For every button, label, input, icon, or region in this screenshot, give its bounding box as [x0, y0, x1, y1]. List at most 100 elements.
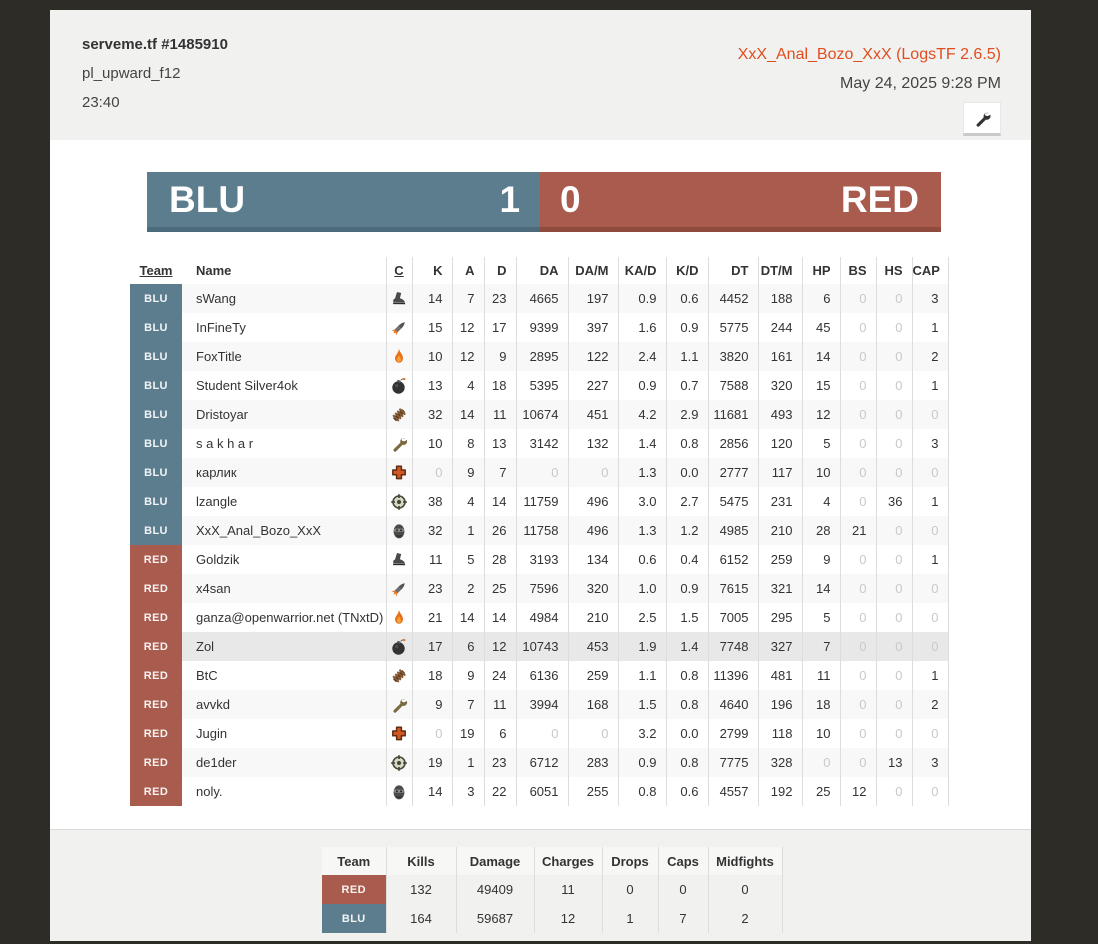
stat-cell: 0.9 — [665, 313, 708, 342]
col-header-name[interactable]: Name — [196, 263, 232, 278]
player-name[interactable]: Goldzik — [196, 552, 240, 567]
team-badge: BLU — [130, 458, 182, 487]
stat-cell: 244 — [757, 313, 802, 342]
stat-cell: 11758 — [515, 516, 568, 545]
player-name[interactable]: карлик — [196, 465, 237, 480]
stat-cell: 32 — [411, 400, 452, 429]
player-name[interactable]: lzangle — [196, 494, 238, 509]
col-header-da[interactable]: DA — [515, 257, 568, 284]
stat-cell: 0 — [875, 545, 912, 574]
soldier-icon — [390, 580, 408, 598]
col-header-hp[interactable]: HP — [801, 257, 840, 284]
player-name[interactable]: XxX_Anal_Bozo_XxX — [196, 523, 322, 538]
sniper-icon — [390, 493, 408, 511]
stat-cell: 36 — [875, 487, 912, 516]
stat-cell: 0 — [515, 719, 568, 748]
stat-cell: 9 — [451, 661, 484, 690]
col-header-team[interactable]: Team — [139, 263, 173, 278]
player-name[interactable]: avvkd — [196, 697, 230, 712]
col-header-cap[interactable]: CAP — [911, 257, 949, 284]
player-row: BLU карлик 0 9 7 0 0 1.3 0.0 2777 117 10 0 0 0 — [130, 458, 949, 487]
stat-cell: 4452 — [707, 284, 758, 313]
log-main: BLU 1 0 RED Team Name C K A D DA DA/M KA/D K/D DT D… — [50, 140, 1031, 829]
player-name[interactable]: Jugin — [196, 726, 228, 741]
stat-cell: 493 — [757, 400, 802, 429]
player-name[interactable]: FoxTitle — [196, 349, 242, 364]
player-name[interactable]: s a k h a r — [196, 436, 254, 451]
stat-cell: 5395 — [515, 371, 568, 400]
player-name[interactable]: Student Silver4ok — [196, 378, 298, 393]
stat-cell: 0.9 — [617, 284, 666, 313]
scout-icon — [390, 290, 408, 308]
player-row: RED ganza@openwarrior.net (TNxtD) 21 14 14 49… — [130, 603, 949, 632]
stat-cell: 4 — [451, 371, 484, 400]
player-name[interactable]: Dristoyar — [196, 407, 249, 422]
stat-cell: 3820 — [707, 342, 758, 371]
stat-cell: 0 — [567, 719, 618, 748]
stat-cell: 0 — [911, 400, 949, 429]
log-title-link[interactable]: XxX_Anal_Bozo_XxX (LogsTF 2.6.5) — [737, 46, 1001, 63]
team-badge: BLU — [130, 284, 182, 313]
stat-cell: 15 — [801, 371, 840, 400]
stat-cell: 0 — [875, 400, 912, 429]
stat-cell: 23 — [411, 574, 452, 603]
col-header-c[interactable]: C — [385, 257, 412, 284]
team-badge: BLU — [130, 487, 182, 516]
player-name[interactable]: sWang — [196, 291, 236, 306]
col-header-hs[interactable]: HS — [875, 257, 912, 284]
stat-cell: 24 — [483, 661, 516, 690]
player-name[interactable]: noly. — [196, 784, 223, 799]
demoman-icon — [390, 377, 408, 395]
col-header-da-m[interactable]: DA/M — [567, 257, 618, 284]
stat-cell: 320 — [757, 371, 802, 400]
stat-cell: 0 — [875, 284, 912, 313]
col-header-bs[interactable]: BS — [839, 257, 876, 284]
player-row: BLU s a k h a r 10 8 13 3142 132 1.4 0.8 2856 120 5… — [130, 429, 949, 458]
col-header-a[interactable]: A — [451, 257, 484, 284]
player-row: RED noly. 14 3 22 6051 255 0.8 0.6 4557 192 25 12 0 0 — [130, 777, 949, 806]
stat-cell: 0.8 — [665, 661, 708, 690]
admin-wrench-button[interactable] — [963, 102, 1001, 136]
red-team-label: RED — [840, 178, 919, 220]
stat-cell: 3 — [451, 777, 484, 806]
stat-cell: 14 — [411, 284, 452, 313]
stat-cell: 13 — [875, 748, 912, 777]
col-header-ka-d[interactable]: KA/D — [617, 257, 666, 284]
stat-cell: 11 — [483, 690, 516, 719]
stat-cell: 0 — [911, 719, 949, 748]
stat-cell: 227 — [567, 371, 618, 400]
red-score: 0 — [560, 178, 581, 220]
stat-cell: 9399 — [515, 313, 568, 342]
blu-team-label: BLU — [169, 178, 246, 220]
stat-cell: 9 — [801, 545, 840, 574]
col-header-d[interactable]: D — [483, 257, 516, 284]
col-header-dt-m[interactable]: DT/M — [757, 257, 802, 284]
stat-cell: 21 — [839, 516, 876, 545]
pyro-icon — [390, 609, 408, 627]
player-name[interactable]: InFineTy — [196, 320, 246, 335]
server-title: serveme.tf #1485910 — [82, 36, 228, 53]
player-name[interactable]: BtC — [196, 668, 218, 683]
player-name[interactable]: ganza@openwarrior.net (TNxtD) — [196, 610, 384, 625]
stat-cell: 1 — [911, 371, 949, 400]
stat-cell: 0 — [839, 748, 876, 777]
summary-stat-cell: 12 — [534, 904, 603, 933]
stat-cell: 1.1 — [617, 661, 666, 690]
player-name[interactable]: x4san — [196, 581, 231, 596]
stat-cell: 0 — [839, 690, 876, 719]
col-header-dt[interactable]: DT — [707, 257, 758, 284]
player-name[interactable]: Zol — [196, 639, 215, 654]
col-header-k[interactable]: K — [411, 257, 452, 284]
col-header-k-d[interactable]: K/D — [665, 257, 708, 284]
soldier-icon — [390, 319, 408, 337]
team-badge: BLU — [130, 371, 182, 400]
stat-cell: 2 — [911, 342, 949, 371]
stat-cell: 2799 — [707, 719, 758, 748]
stat-cell: 259 — [567, 661, 618, 690]
stat-cell: 5475 — [707, 487, 758, 516]
player-name[interactable]: de1der — [196, 755, 237, 770]
stat-cell: 21 — [411, 603, 452, 632]
stat-cell: 0 — [839, 719, 876, 748]
summary-stat-cell: 0 — [602, 875, 659, 904]
summary-stat-cell: 2 — [708, 904, 783, 933]
